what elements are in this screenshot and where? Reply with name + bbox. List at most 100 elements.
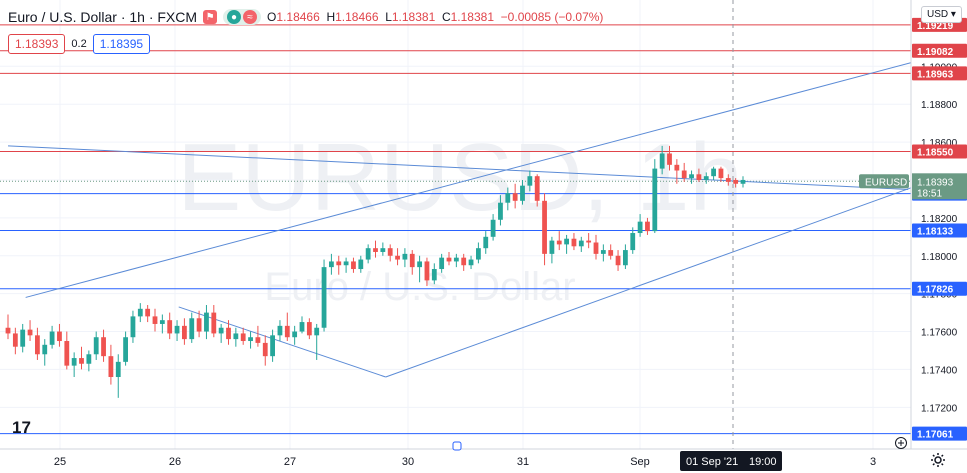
candle [358, 255, 364, 273]
candle-body [718, 168, 724, 179]
candle-body [336, 261, 342, 266]
candle-body [549, 240, 555, 254]
candle [277, 320, 283, 342]
eye-icon[interactable]: ● [227, 10, 242, 24]
price-tick-label: 1.18000 [921, 252, 958, 263]
candle-body [527, 176, 533, 186]
level-label-bg [912, 281, 967, 296]
candle-body [578, 240, 584, 247]
candle-body [306, 322, 312, 336]
candle [476, 242, 481, 264]
red-flag-icon[interactable]: ⚑ [203, 10, 218, 24]
candle-body [233, 333, 239, 340]
change-value: −0.00085 (−0.07%) [500, 10, 604, 24]
candle [696, 168, 702, 182]
level-label-bg [912, 144, 967, 159]
candle-body [505, 193, 511, 203]
candle-body [600, 250, 606, 254]
candle-body [446, 257, 452, 262]
buy-button[interactable]: 1.18395 [92, 34, 151, 54]
candle-body [424, 261, 430, 281]
level-label-text: 1.18133 [917, 227, 954, 238]
candle-body [137, 308, 143, 317]
level-label-bg [912, 66, 967, 81]
candle [417, 255, 422, 283]
symbol-title[interactable]: Euro / U.S. Dollar · 1h · FXCM [8, 9, 198, 25]
candle [336, 255, 342, 275]
candle [586, 233, 592, 249]
candle-body [182, 325, 187, 340]
candle [387, 244, 393, 262]
last-price-bg [912, 173, 967, 200]
indicator-toggle[interactable]: ● ≈ [223, 9, 262, 25]
candle-body [123, 337, 128, 362]
candle-body [542, 200, 547, 254]
candle [123, 331, 128, 366]
plus-circle-icon[interactable] [895, 437, 907, 449]
candle [468, 255, 474, 270]
candle-body [86, 354, 92, 364]
currency-dropdown[interactable]: USD ▾ [921, 6, 962, 23]
candle [630, 227, 636, 254]
candle [490, 214, 496, 241]
gear-icon[interactable] [929, 451, 947, 469]
candle-body [740, 179, 746, 184]
candle [71, 352, 77, 378]
candle-body [395, 255, 400, 260]
wave-icon[interactable]: ≈ [243, 10, 258, 24]
candle [64, 331, 70, 370]
candle-body [196, 318, 202, 332]
candle [130, 310, 136, 343]
trend-line-channel-base [178, 306, 386, 378]
candle-body [101, 337, 106, 357]
candle-body [703, 176, 709, 180]
candle-body [696, 174, 702, 180]
candle [20, 323, 26, 353]
sell-button[interactable]: 1.18393 [8, 34, 66, 54]
candle [674, 159, 680, 184]
candle [159, 314, 165, 334]
candle-body [226, 327, 231, 340]
candle [196, 310, 202, 338]
candle [329, 253, 334, 275]
crosshair-date: 01 Sep '21 [686, 456, 738, 468]
candle-body [189, 318, 195, 340]
candle [512, 183, 518, 209]
candle [182, 318, 187, 345]
candle [571, 233, 577, 251]
trend-line-channel-upper [25, 60, 919, 298]
trend-line-descending-line [7, 145, 909, 190]
price-tick-label: 1.18800 [921, 100, 958, 111]
ohlc-readout: O1.18466 H1.18466 L1.18381 C1.18381 −0.0… [267, 10, 604, 24]
candle-body [218, 327, 224, 334]
scroll-handle[interactable] [452, 441, 462, 451]
level-label: 1.17826 [912, 281, 967, 296]
candle-body [27, 329, 33, 336]
countdown-value: 18:51 [917, 188, 942, 199]
level-label-bg [912, 43, 967, 58]
candle-body [534, 176, 540, 201]
candle [446, 251, 452, 266]
candle-body [79, 358, 84, 364]
candle-body [174, 325, 180, 334]
candle-body [615, 255, 621, 266]
candle [145, 305, 151, 323]
candle-body [490, 219, 496, 237]
candle [343, 257, 349, 273]
candle-body [365, 248, 371, 260]
tradingview-logo-icon[interactable]: 17 [12, 418, 31, 437]
candle [681, 162, 687, 182]
time-tick-label: 25 [54, 456, 66, 468]
candle-body [358, 259, 364, 270]
candle-body [49, 331, 55, 345]
candle [218, 323, 224, 343]
candle [689, 170, 694, 184]
candle [549, 236, 555, 264]
level-label-text: 1.18963 [917, 69, 954, 80]
level-label-text: 1.19219 [917, 21, 954, 32]
candle [93, 331, 99, 360]
candle [542, 193, 547, 266]
symbol-tag-bg [859, 174, 909, 189]
